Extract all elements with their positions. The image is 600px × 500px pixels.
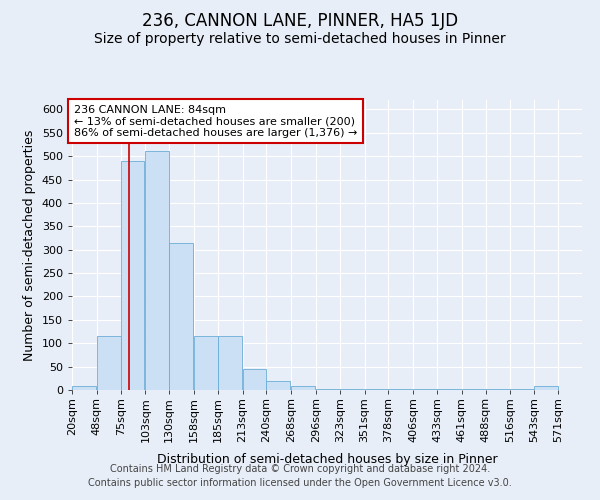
Bar	[534, 386, 558, 390]
Bar	[388, 389, 412, 390]
Bar	[97, 336, 121, 390]
X-axis label: Distribution of semi-detached houses by size in Pinner: Distribution of semi-detached houses by …	[157, 453, 497, 466]
Bar	[266, 380, 290, 390]
Text: Size of property relative to semi-detached houses in Pinner: Size of property relative to semi-detach…	[94, 32, 506, 46]
Text: 236, CANNON LANE, PINNER, HA5 1JD: 236, CANNON LANE, PINNER, HA5 1JD	[142, 12, 458, 30]
Bar	[316, 389, 340, 390]
Bar	[121, 161, 145, 390]
Bar	[437, 389, 461, 390]
Bar	[413, 389, 437, 390]
Bar	[169, 242, 193, 390]
Bar	[291, 386, 315, 390]
Bar	[194, 336, 218, 390]
Bar	[365, 389, 388, 390]
Bar	[511, 389, 534, 390]
Y-axis label: Number of semi-detached properties: Number of semi-detached properties	[23, 130, 36, 360]
Bar	[462, 389, 485, 390]
Text: Contains HM Land Registry data © Crown copyright and database right 2024.
Contai: Contains HM Land Registry data © Crown c…	[88, 464, 512, 487]
Bar	[485, 389, 509, 390]
Bar	[218, 336, 242, 390]
Bar	[145, 152, 169, 390]
Text: 236 CANNON LANE: 84sqm
← 13% of semi-detached houses are smaller (200)
86% of se: 236 CANNON LANE: 84sqm ← 13% of semi-det…	[74, 104, 357, 138]
Bar	[72, 386, 96, 390]
Bar	[242, 369, 266, 390]
Bar	[340, 389, 364, 390]
